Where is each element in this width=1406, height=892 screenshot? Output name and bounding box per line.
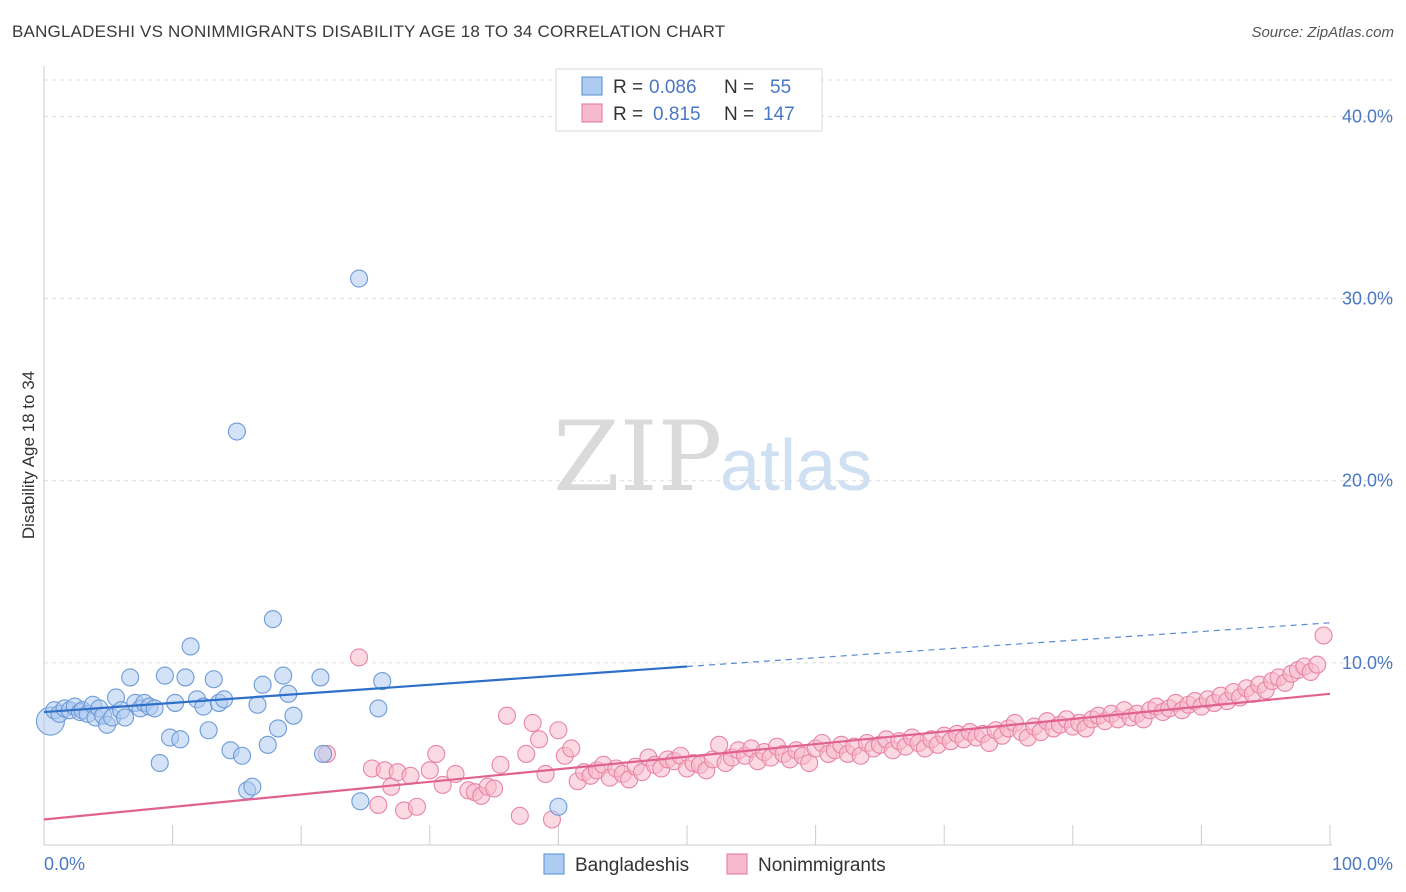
series-legend: Bangladeshis Nonimmigrants xyxy=(543,853,886,876)
legend-swatch-pink xyxy=(581,103,603,123)
nonimmigrants-point-1 xyxy=(350,648,369,667)
x-tick-label-0: 0.0% xyxy=(44,854,85,874)
nonimmigrants-point-146 xyxy=(1314,626,1333,645)
bangladeshis-point-39 xyxy=(232,746,252,765)
y-tick-label-2: 30.0% xyxy=(1342,289,1393,309)
nonimmigrants-point-3 xyxy=(369,795,388,814)
nonimmigrants-point-11 xyxy=(427,744,446,763)
nonimmigrants-points xyxy=(317,626,1333,829)
bangladeshis-point-34 xyxy=(204,670,223,689)
nonimmigrants-point-9 xyxy=(407,797,426,816)
legend-n-label-1: N = xyxy=(724,77,754,98)
legend-r-label-1: R = xyxy=(613,77,643,98)
legend-r-value-2: 0.815 xyxy=(653,104,701,125)
legend-n-label-2: N = xyxy=(724,104,754,125)
bangladeshis-point-49 xyxy=(284,706,303,725)
legend-r-value-1: 0.086 xyxy=(649,77,697,98)
bangladeshis-trend-line xyxy=(43,665,688,714)
bangladeshis-point-56 xyxy=(549,797,568,816)
x-tick-label-1: 100.0% xyxy=(1332,854,1393,874)
bangladeshis-points xyxy=(35,269,568,816)
nonimmigrants-point-24 xyxy=(530,730,549,749)
x-tick-labels: 0.0% 100.0% xyxy=(44,854,1393,874)
bangladeshis-trend-extension xyxy=(686,622,1331,668)
watermark: ZIP atlas xyxy=(553,401,872,513)
bangladeshis-point-53 xyxy=(351,792,370,811)
nonimmigrants-point-22 xyxy=(517,744,536,763)
bangladeshis-point-18 xyxy=(121,668,140,687)
bangladeshis-point-51 xyxy=(314,744,333,763)
nonimmigrants-point-25 xyxy=(536,764,555,784)
nonimmigrants-point-8 xyxy=(401,766,420,785)
legend-r-label-2: R = xyxy=(613,104,643,125)
legend-swatch-blue xyxy=(581,76,603,96)
nonimmigrants-point-20 xyxy=(497,706,517,725)
bangladeshis-point-25 xyxy=(155,666,174,685)
nonimmigrants-trend-line xyxy=(43,692,1331,821)
nonimmigrants-point-21 xyxy=(510,806,529,825)
axes xyxy=(43,66,1332,846)
bangladeshis-point-23 xyxy=(145,699,164,718)
bangladeshis-point-17 xyxy=(115,708,135,727)
legend-n-value-2: 147 xyxy=(763,104,795,125)
nonimmigrants-point-18 xyxy=(485,779,504,798)
bangladeshis-point-54 xyxy=(369,699,388,718)
bangladeshis-point-55 xyxy=(373,672,392,691)
chart-title: BANGLADESHI VS NONIMMIGRANTS DISABILITY … xyxy=(12,22,726,41)
bangladeshis-point-47 xyxy=(274,666,293,685)
bangladeshis-point-29 xyxy=(176,668,195,687)
source-label: Source: ZipAtlas.com xyxy=(1251,24,1394,41)
watermark-atlas: atlas xyxy=(720,426,872,506)
bottom-legend-swatch-bangladeshis xyxy=(543,853,565,875)
nonimmigrants-point-10 xyxy=(420,761,439,780)
bangladeshis-point-43 xyxy=(253,675,272,694)
bangladeshis-point-45 xyxy=(263,610,282,629)
y-axis-title: Disability Age 18 to 34 xyxy=(19,371,38,539)
bangladeshis-point-42 xyxy=(248,695,267,714)
bottom-legend-swatch-nonimmigrants xyxy=(726,853,748,875)
bangladeshis-point-52 xyxy=(350,269,369,288)
legend-n-value-1: 55 xyxy=(770,77,791,98)
y-tick-label-1: 20.0% xyxy=(1342,471,1393,491)
nonimmigrants-point-52 xyxy=(710,735,729,754)
y-tick-label-3: 40.0% xyxy=(1342,106,1393,126)
bangladeshis-point-41 xyxy=(243,777,262,796)
nonimmigrants-point-29 xyxy=(562,739,581,758)
bangladeshis-point-38 xyxy=(227,422,246,441)
watermark-zip: ZIP xyxy=(553,401,722,513)
nonimmigrants-point-27 xyxy=(549,721,568,740)
trend-lines xyxy=(43,622,1331,821)
bangladeshis-point-46 xyxy=(269,719,288,738)
bottom-legend-nonimmigrants: Nonimmigrants xyxy=(758,855,886,876)
bangladeshis-point-33 xyxy=(199,721,218,740)
bangladeshis-point-28 xyxy=(171,730,190,749)
nonimmigrants-point-19 xyxy=(491,755,510,774)
gridlines xyxy=(44,79,1395,664)
nonimmigrants-point-23 xyxy=(523,713,542,733)
bangladeshis-point-44 xyxy=(258,735,277,754)
bangladeshis-point-30 xyxy=(181,637,200,656)
y-tick-labels: 10.0% 20.0% 30.0% 40.0% xyxy=(1342,106,1393,672)
stats-legend: R = 0.086 N = 55 R = 0.815 N = 147 xyxy=(555,68,823,132)
bangladeshis-point-24 xyxy=(150,753,169,773)
y-tick-label-0: 10.0% xyxy=(1342,653,1393,673)
bangladeshis-point-50 xyxy=(311,668,330,687)
nonimmigrants-point-145 xyxy=(1308,655,1327,674)
bottom-legend-bangladeshis: Bangladeshis xyxy=(575,855,689,876)
